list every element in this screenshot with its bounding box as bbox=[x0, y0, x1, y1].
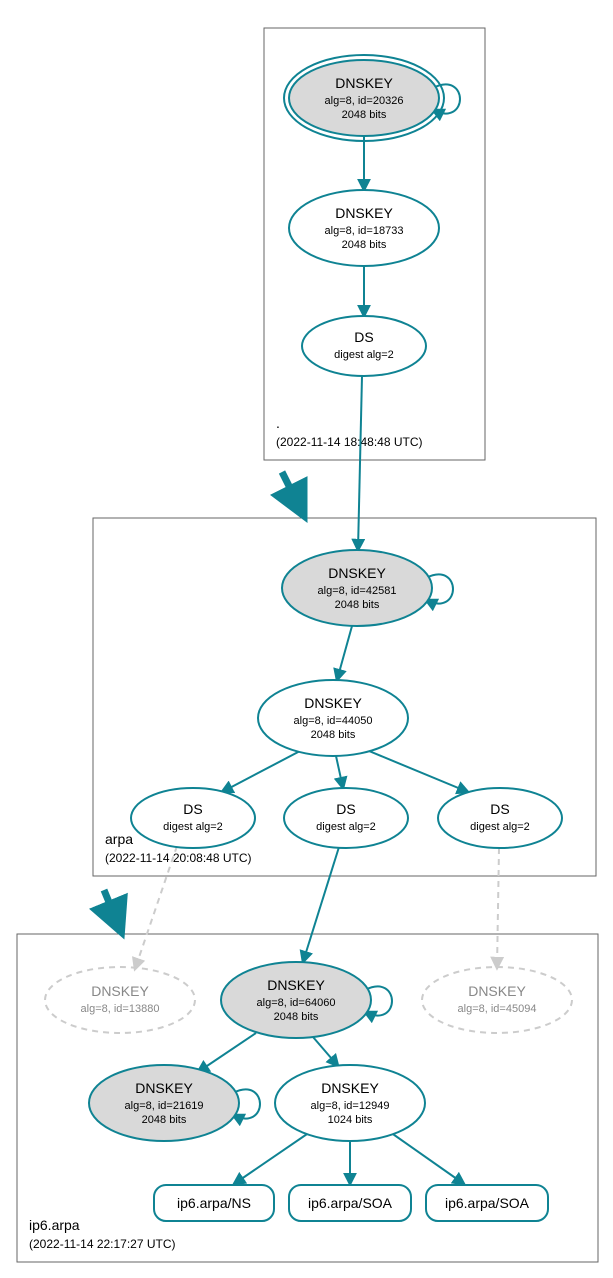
node-sub2: 2048 bits bbox=[274, 1011, 319, 1023]
node-sub1: digest alg=2 bbox=[334, 349, 394, 361]
diagram-svg: . (2022-11-14 18:48:48 UTC) arpa (2022-11-1… bbox=[0, 0, 613, 1278]
zone-timestamp: (2022-11-14 18:48:48 UTC) bbox=[276, 435, 423, 449]
node-sub1: alg=8, id=44050 bbox=[294, 715, 373, 727]
edge bbox=[336, 756, 343, 788]
zone-label: ip6.arpa bbox=[29, 1217, 80, 1233]
node-arpa_ds1 bbox=[131, 788, 255, 848]
zone-timestamp: (2022-11-14 22:17:27 UTC) bbox=[29, 1237, 176, 1251]
node-sub2: 2048 bits bbox=[142, 1114, 187, 1126]
node-sub1: alg=8, id=13880 bbox=[81, 1003, 160, 1015]
edge bbox=[222, 751, 300, 792]
node-sub1: alg=8, id=18733 bbox=[325, 225, 404, 237]
edge bbox=[337, 626, 352, 680]
edge bbox=[303, 847, 339, 962]
node-title: DNSKEY bbox=[335, 75, 393, 91]
node-sub1: alg=8, id=12949 bbox=[311, 1100, 390, 1112]
node-title: DS bbox=[336, 801, 355, 817]
node-title: DS bbox=[354, 329, 373, 345]
edge bbox=[390, 1132, 464, 1184]
edge bbox=[198, 1033, 256, 1072]
node-sub2: 2048 bits bbox=[342, 239, 387, 251]
node-sub1: digest alg=2 bbox=[163, 821, 223, 833]
node-sub1: alg=8, id=45094 bbox=[458, 1003, 537, 1015]
delegation-arrow bbox=[104, 890, 118, 924]
node-arpa_ds2 bbox=[284, 788, 408, 848]
zone-label: arpa bbox=[105, 831, 133, 847]
node-root_ds bbox=[302, 316, 426, 376]
node-sub1: alg=8, id=20326 bbox=[325, 95, 404, 107]
node-title: DS bbox=[183, 801, 202, 817]
node-title: DNSKEY bbox=[304, 695, 362, 711]
edge bbox=[313, 1037, 338, 1066]
node-sub1: alg=8, id=64060 bbox=[257, 997, 336, 1009]
node-ip6_key_ghost1 bbox=[45, 967, 195, 1033]
rr-label: ip6.arpa/NS bbox=[177, 1195, 251, 1211]
node-title: DNSKEY bbox=[335, 205, 393, 221]
node-sub2: 2048 bits bbox=[311, 729, 356, 741]
node-sub2: 1024 bits bbox=[328, 1114, 373, 1126]
zone-label: . bbox=[276, 415, 280, 431]
node-sub2: 2048 bits bbox=[335, 599, 380, 611]
node-sub1: digest alg=2 bbox=[316, 821, 376, 833]
node-sub2: 2048 bits bbox=[342, 109, 387, 121]
node-title: DNSKEY bbox=[267, 977, 325, 993]
node-title: DNSKEY bbox=[321, 1080, 379, 1096]
zone-timestamp: (2022-11-14 20:08:48 UTC) bbox=[105, 851, 252, 865]
node-title: DNSKEY bbox=[468, 983, 526, 999]
rr-label: ip6.arpa/SOA bbox=[445, 1195, 530, 1211]
node-sub1: alg=8, id=42581 bbox=[318, 585, 397, 597]
node-ip6_key_ghost2 bbox=[422, 967, 572, 1033]
node-title: DNSKEY bbox=[135, 1080, 193, 1096]
delegation-arrow bbox=[282, 472, 300, 508]
node-title: DS bbox=[490, 801, 509, 817]
edge bbox=[358, 376, 362, 550]
rr-label: ip6.arpa/SOA bbox=[308, 1195, 393, 1211]
node-sub1: alg=8, id=21619 bbox=[125, 1100, 204, 1112]
edge bbox=[497, 848, 499, 968]
node-title: DNSKEY bbox=[328, 565, 386, 581]
edge bbox=[369, 751, 468, 792]
node-arpa_ds3 bbox=[438, 788, 562, 848]
node-sub1: digest alg=2 bbox=[470, 821, 530, 833]
edge bbox=[234, 1132, 310, 1184]
node-title: DNSKEY bbox=[91, 983, 149, 999]
